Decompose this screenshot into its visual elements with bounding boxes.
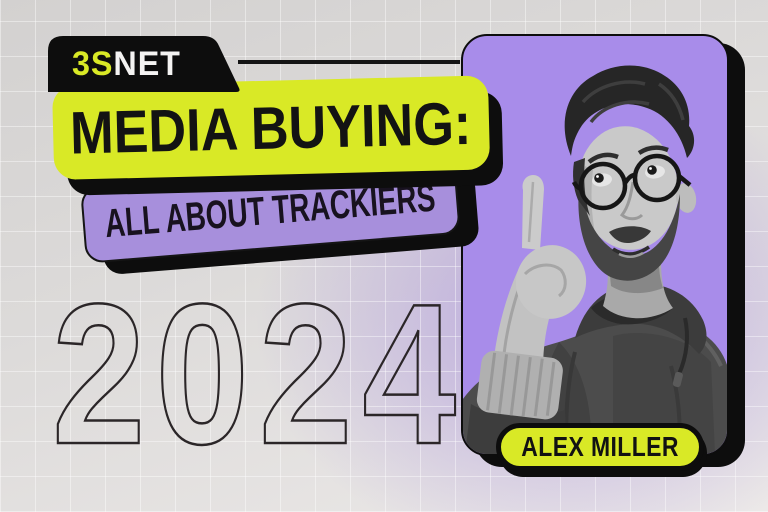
logo-3snet: 3SNET	[48, 36, 246, 92]
logo-text: 3SNET	[72, 44, 181, 84]
year-outline-text: 2024	[51, 263, 467, 486]
logo-text-net: NET	[113, 45, 181, 83]
man-pointing-up-photo	[463, 65, 727, 454]
banner-title: MEDIA BUYING:	[69, 89, 473, 167]
speaker-name: ALEX MILLER	[521, 431, 679, 462]
banner-subtitle: ALL ABOUT TRACKIERS	[103, 175, 438, 246]
logo-plate-shape	[48, 36, 240, 92]
speaker-badge: ALEX MILLER	[496, 423, 704, 471]
photo-card	[461, 34, 729, 456]
horizontal-rule	[238, 60, 460, 64]
logo-text-3s: 3S	[72, 45, 114, 83]
